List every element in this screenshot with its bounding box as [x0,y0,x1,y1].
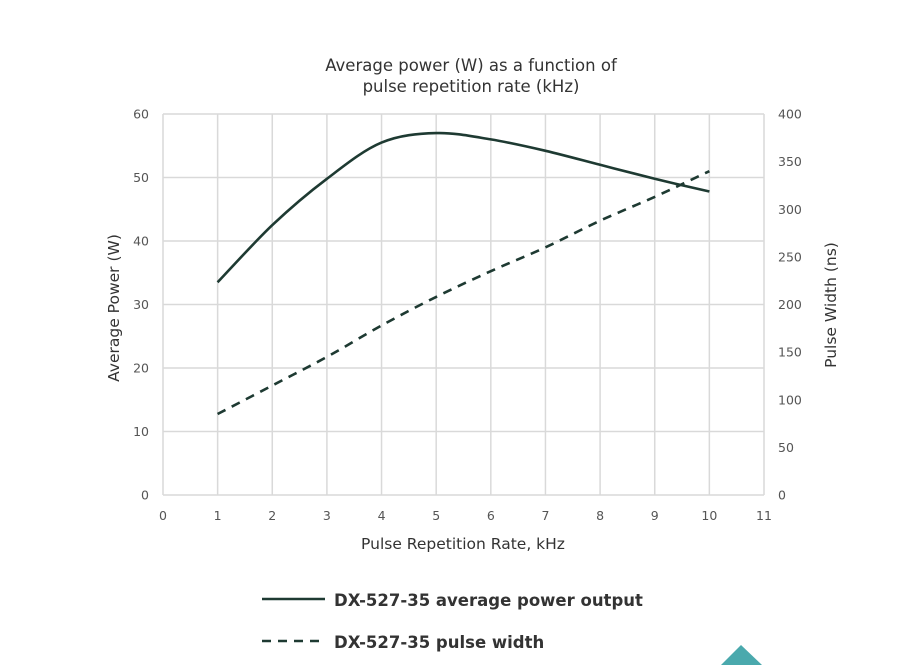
x-tick-label: 10 [701,508,717,523]
x-tick-label: 7 [541,508,549,523]
legend-label-pulse-width: DX-527-35 pulse width [334,633,544,652]
legend-item-pulse-width[interactable]: DX-527-35 pulse width [262,633,544,652]
x-tick-label: 5 [432,508,440,523]
y2-tick-label: 300 [778,202,802,217]
legend-label-power: DX-527-35 average power output [334,591,643,610]
x-tick-label: 4 [378,508,386,523]
y-tick-label: 10 [133,424,149,439]
chart-title-line-1: Average power (W) as a function of [325,56,618,75]
corner-triangle-decoration [721,645,762,665]
x-tick-label: 2 [268,508,276,523]
x-tick-label: 3 [323,508,331,523]
y2-axis-ticks: 0 50 100 150 200 250 300 350 400 [778,107,802,503]
x-tick-label: 6 [487,508,495,523]
y2-tick-label: 350 [778,154,802,169]
x-tick-label: 0 [159,508,167,523]
y2-tick-label: 0 [778,488,786,503]
y2-tick-label: 50 [778,440,794,455]
x-tick-label: 8 [596,508,604,523]
y2-tick-label: 100 [778,392,802,407]
y-tick-label: 60 [133,107,149,122]
y-tick-label: 50 [133,170,149,185]
y-axis-title: Average Power (W) [105,234,123,382]
y2-tick-label: 200 [778,297,802,312]
gridlines [162,113,765,496]
y2-tick-label: 400 [778,107,802,122]
series-line-power [216,131,710,284]
x-axis-ticks: 0 1 2 3 4 5 6 7 8 9 10 11 [159,508,772,523]
x-tick-label: 11 [756,508,772,523]
y-tick-label: 40 [133,234,149,249]
x-tick-label: 1 [214,508,222,523]
legend: DX-527-35 average power output DX-527-35… [262,591,643,652]
legend-item-power[interactable]: DX-527-35 average power output [262,591,643,610]
y-tick-label: 20 [133,361,149,376]
y2-tick-label: 250 [778,249,802,264]
y-axis-ticks: 0 10 20 30 40 50 60 [133,107,149,503]
chart-title-line-2: pulse repetition rate (kHz) [363,77,580,96]
y-tick-label: 30 [133,297,149,312]
series-line-pulse-width [217,170,710,416]
y2-tick-label: 150 [778,345,802,360]
y-tick-label: 0 [141,488,149,503]
x-axis-title: Pulse Repetition Rate, kHz [361,535,565,553]
series-lines [216,131,710,416]
y2-axis-title: Pulse Width (ns) [822,242,840,368]
x-tick-label: 9 [651,508,659,523]
